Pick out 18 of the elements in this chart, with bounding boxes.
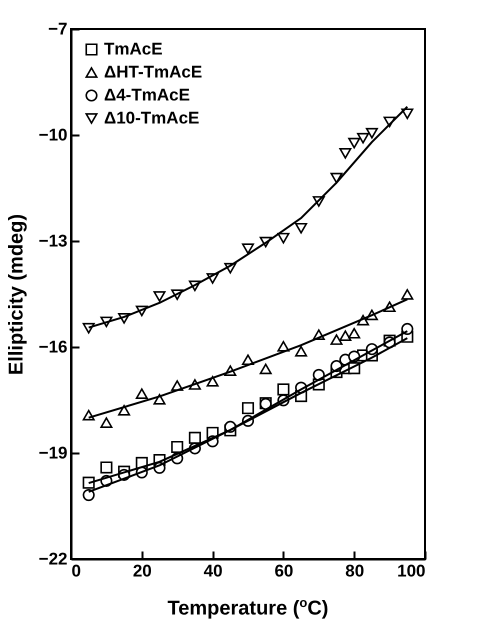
y-tick-label: −19: [38, 444, 68, 462]
legend-label: Δ4-TmAcE: [104, 86, 190, 104]
y-tick-label: −22: [38, 550, 68, 568]
x-tick-label: 0: [72, 562, 81, 580]
x-axis-title: Temperature ($^{o}$C): [168, 595, 328, 621]
y-axis-title: Ellipticity (mdeg): [6, 214, 28, 376]
x-tick-label: 80: [345, 562, 364, 580]
y-tick-label: −16: [38, 338, 68, 356]
y-tick-label: −13: [38, 232, 68, 250]
legend-label: ΔHT-TmAcE: [104, 62, 202, 82]
y-tick-label: −10: [38, 126, 68, 144]
legend-label: TmAcE: [104, 40, 163, 58]
x-tick-label: 40: [204, 562, 223, 580]
legend-label: Δ10-TmAcE: [104, 108, 200, 128]
x-tick-label: 20: [132, 562, 152, 580]
y-tick-label: −7: [48, 20, 68, 38]
x-tick-label: 100: [397, 562, 426, 580]
x-tick-label: 60: [274, 562, 294, 580]
